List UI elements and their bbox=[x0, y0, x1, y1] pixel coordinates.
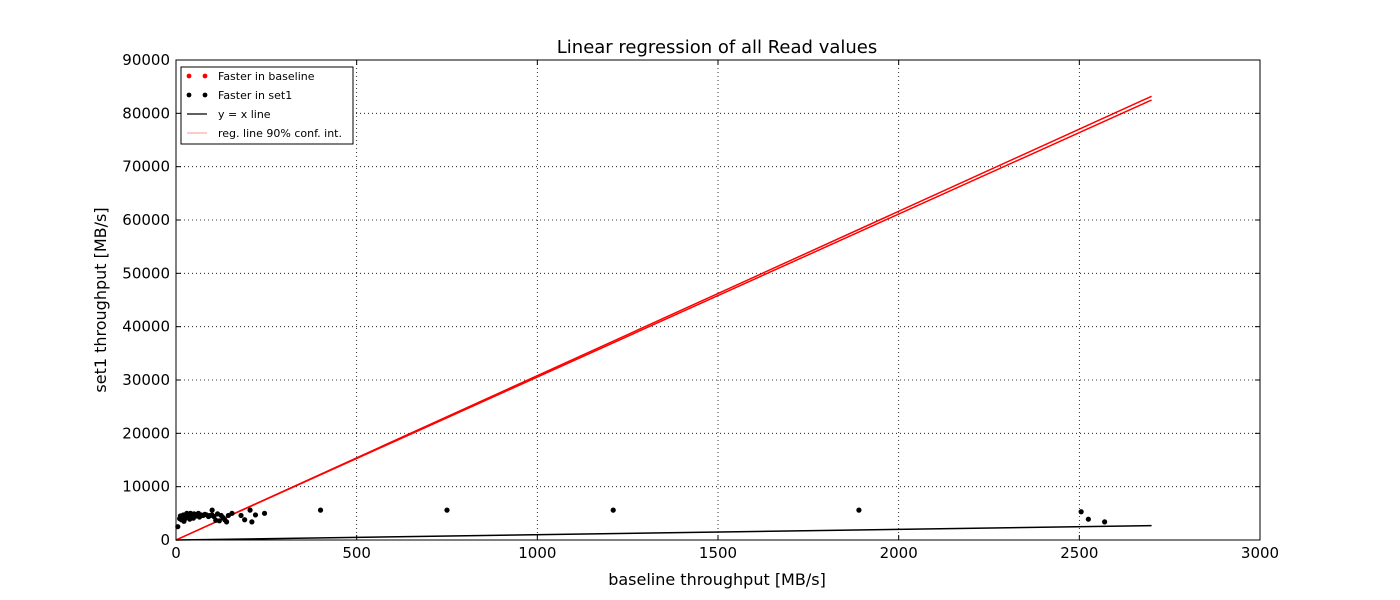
x-tick-label: 0 bbox=[171, 544, 181, 562]
data-point bbox=[223, 519, 230, 525]
data-point bbox=[242, 517, 248, 523]
data-points bbox=[175, 507, 1108, 530]
y-tick-label: 90000 bbox=[122, 51, 170, 69]
legend-label: reg. line 90% conf. int. bbox=[218, 127, 342, 140]
data-point bbox=[317, 507, 324, 513]
chart-title: Linear regression of all Read values bbox=[557, 37, 877, 58]
legend: Faster in baseline Faster in set1 y = x li… bbox=[180, 66, 354, 145]
x-tick-label: 1000 bbox=[518, 544, 556, 562]
data-point bbox=[238, 512, 244, 519]
grid bbox=[176, 60, 1260, 540]
y-tick-label: 80000 bbox=[122, 104, 170, 122]
legend-box bbox=[180, 66, 354, 145]
x-axis-title: baseline throughput [MB/s] bbox=[608, 570, 826, 589]
data-point bbox=[209, 507, 215, 513]
x-tick-label: 3000 bbox=[1241, 544, 1279, 562]
x-tick-label: 2000 bbox=[880, 544, 918, 562]
y-x-line bbox=[175, 524, 1152, 541]
legend-marker bbox=[186, 73, 192, 79]
x-tick-label: 500 bbox=[342, 544, 371, 562]
y-tick-label: 30000 bbox=[122, 371, 170, 389]
legend-marker bbox=[202, 73, 208, 79]
data-point bbox=[856, 507, 862, 513]
data-point bbox=[1085, 516, 1091, 522]
y-tick-label: 50000 bbox=[122, 264, 170, 282]
data-point bbox=[444, 507, 450, 513]
data-point bbox=[1078, 509, 1084, 515]
data-point bbox=[610, 507, 616, 513]
y-tick-label: 60000 bbox=[122, 211, 170, 229]
data-point bbox=[249, 519, 255, 525]
y-tick-label: 0 bbox=[160, 531, 170, 549]
legend-marker bbox=[186, 92, 192, 98]
y-tick-label: 20000 bbox=[122, 424, 170, 442]
reg-line-lower bbox=[175, 99, 1152, 541]
data-point bbox=[1102, 519, 1108, 525]
data-point bbox=[247, 507, 253, 513]
legend-label: y = x line bbox=[218, 108, 271, 121]
data-point bbox=[175, 524, 181, 530]
data-point bbox=[252, 512, 259, 518]
data-point bbox=[261, 510, 268, 516]
y-tick-label: 70000 bbox=[122, 158, 170, 176]
y-tick-label: 40000 bbox=[122, 318, 170, 336]
data-point bbox=[229, 510, 235, 516]
legend-label: Faster in baseline bbox=[218, 70, 315, 83]
axis-ticks: 0 500 1000 1500 2000 2500 30000100002000030000… bbox=[122, 51, 1279, 562]
legend-label: Faster in set1 bbox=[218, 89, 292, 102]
y-tick-label: 10000 bbox=[122, 478, 170, 496]
legend-marker bbox=[202, 92, 208, 98]
plot-lines bbox=[175, 95, 1152, 541]
data-point bbox=[216, 518, 222, 524]
x-tick-label: 2500 bbox=[1060, 544, 1098, 562]
x-tick-label: 1500 bbox=[699, 544, 737, 562]
y-axis-title: set1 throughput [MB/s] bbox=[91, 207, 110, 392]
